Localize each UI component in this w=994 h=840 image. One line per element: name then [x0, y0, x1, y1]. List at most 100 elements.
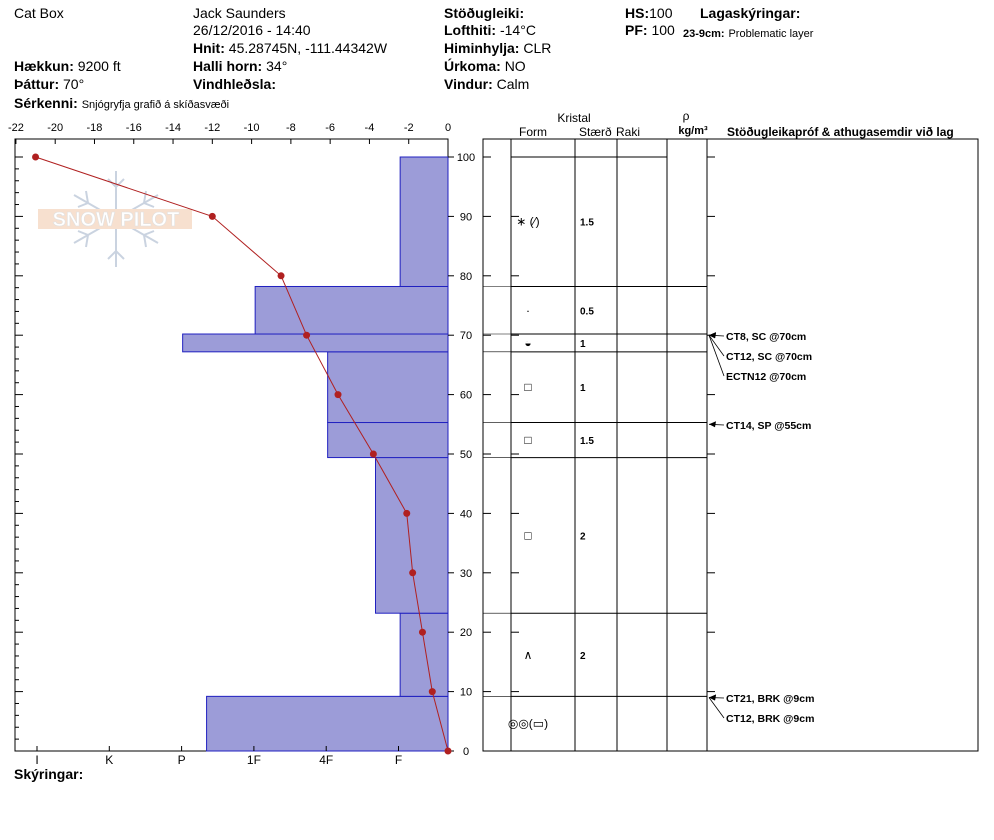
hardness-bar — [182, 333, 449, 353]
layer-form: ◒ — [524, 336, 531, 350]
temp-tick-label: -10 — [244, 122, 260, 134]
hardness-tick-label: K — [105, 753, 113, 767]
remarks-value: Snjógryfja grafið á skíðasvæði — [81, 99, 230, 111]
test-arrowhead — [709, 332, 716, 339]
stability-label: Stöðugleiki: — [444, 5, 525, 21]
test-label: CT21, BRK @9cm — [726, 693, 814, 705]
test-label: CT8, SC @70cm — [726, 331, 806, 343]
aspect: Þáttur: 70° — [14, 76, 84, 92]
hardness-bar — [327, 351, 449, 424]
temp-tick-label: -16 — [126, 122, 142, 134]
temperature-point — [418, 628, 426, 636]
hardness-tick-label: P — [178, 753, 186, 767]
layer-form: ◎◎(▭) — [508, 717, 548, 731]
layer-rows: ∗ (⁄) 1.5 · 0.5 ◒ 1 □ 1 □ 1.5 □ 2 ∧ 2 ◎◎(▭) — [483, 215, 707, 731]
temp-tick-label: 0 — [445, 122, 451, 134]
hardness-bar — [327, 422, 449, 459]
hardness-bar — [399, 156, 449, 287]
layer-size: 1 — [580, 339, 586, 350]
temp-tick-label: -20 — [47, 122, 63, 134]
layer-form: ∧ — [524, 648, 533, 662]
layer-size: 1.5 — [580, 218, 594, 229]
layer-form: ∗ (⁄) — [516, 215, 539, 229]
header-form: Form — [519, 125, 547, 139]
temperature-point — [208, 212, 216, 220]
layer-size: 2 — [580, 651, 586, 662]
air-temp: Lofthiti: -14°C — [444, 22, 536, 38]
temp-tick-label: -8 — [286, 122, 296, 134]
observer-name: Jack Saunders — [193, 5, 286, 21]
layer-legend: 23-9cm: Problematic layer — [683, 24, 813, 42]
wind-value: Calm — [496, 76, 530, 92]
test-arrowhead — [709, 694, 716, 701]
test-pointer — [708, 334, 725, 357]
depth-tick-label: 10 — [460, 687, 472, 699]
test-label: CT12, SC @70cm — [726, 351, 812, 363]
test-pointer — [708, 335, 725, 377]
hardness-tick-label: F — [395, 753, 402, 767]
depth-tick-label: 60 — [460, 390, 472, 402]
temperature-axis: -22 -20 -18 -16 -14 -12 -10 -8 -6 -4 -2 0 — [8, 122, 451, 144]
hardness-tick-label: 1F — [247, 753, 261, 767]
depth-tick-label: 50 — [460, 449, 472, 461]
remarks: Sérkenni: Snjógryfja grafið á skíðasvæði — [14, 95, 229, 113]
hardness-bar — [399, 612, 449, 697]
temp-tick-label: -22 — [8, 122, 24, 134]
aspect-value: 70° — [63, 76, 85, 92]
layer-range: 23-9cm: — [683, 28, 725, 40]
hardness-bars — [182, 156, 449, 752]
temperature-profile — [32, 153, 452, 755]
layer-form: □ — [524, 433, 531, 447]
wind: Vindur: Calm — [444, 76, 529, 92]
slope-value: 34° — [266, 58, 288, 74]
layer-form: □ — [524, 380, 531, 394]
air-temp-label: Lofthiti: — [444, 22, 497, 38]
depth-tick-label: 0 — [463, 746, 469, 758]
test-label: CT12, BRK @9cm — [726, 713, 814, 725]
wind-loading-label: Vindhleðsla: — [193, 76, 276, 92]
pf-value: 100 — [651, 22, 675, 38]
wind-label: Vindur: — [444, 76, 493, 92]
precip-value: NO — [504, 58, 526, 74]
temperature-point — [32, 153, 40, 161]
temp-tick-label: -2 — [404, 122, 414, 134]
depth-axis: 0 10 20 30 40 50 60 70 80 90 100 — [15, 152, 715, 758]
temperature-point — [409, 569, 417, 577]
temperature-point — [334, 391, 342, 399]
remarks-label: Sérkenni: — [14, 95, 78, 111]
test-arrowhead — [709, 421, 716, 428]
test-pointer — [708, 697, 725, 719]
header-tests: Stöðugleikapróf & athugasemdir við lag — [727, 125, 954, 139]
elevation: Hækkun: 9200 ft — [14, 58, 121, 74]
hardness-tick-label: I — [35, 753, 38, 767]
pf-label: PF: — [625, 22, 648, 38]
header-density-unit: kg/m³ — [678, 125, 708, 137]
temp-tick-label: -18 — [87, 122, 103, 134]
elevation-value: 9200 ft — [77, 58, 121, 74]
temperature-point — [444, 747, 452, 755]
header-moisture: Raki — [616, 125, 640, 139]
snow-height: HS:100 — [625, 5, 672, 21]
sky-cover: Himinhylja: CLR — [444, 40, 551, 56]
depth-tick-label: 80 — [460, 271, 472, 283]
hardness-axis: I K P 1F 4F F — [35, 746, 402, 767]
depth-tick-label: 40 — [460, 508, 472, 520]
layer-size: 0.5 — [580, 306, 594, 317]
depth-tick-label: 20 — [460, 627, 472, 639]
depth-tick-label: 30 — [460, 568, 472, 580]
elevation-label: Hækkun: — [14, 58, 74, 74]
test-label: CT14, SP @55cm — [726, 420, 811, 432]
legend-label: Lagaskýringar: — [700, 5, 801, 21]
test-label: ECTN12 @70cm — [726, 371, 806, 383]
hardness-tick-label: 4F — [319, 753, 333, 767]
sky-label: Himinhylja: — [444, 40, 520, 56]
temperature-point — [428, 688, 436, 696]
temperature-point — [277, 272, 285, 280]
header-rho: ρ — [683, 109, 690, 123]
slope-label: Halli horn: — [193, 58, 263, 74]
stability-tests: CT8, SC @70cm CT12, SC @70cm ECTN12 @70cm C… — [708, 331, 814, 725]
depth-tick-label: 100 — [457, 152, 475, 164]
hardness-bar — [254, 285, 449, 335]
footer-notes-label: Skýringar: — [14, 766, 84, 782]
